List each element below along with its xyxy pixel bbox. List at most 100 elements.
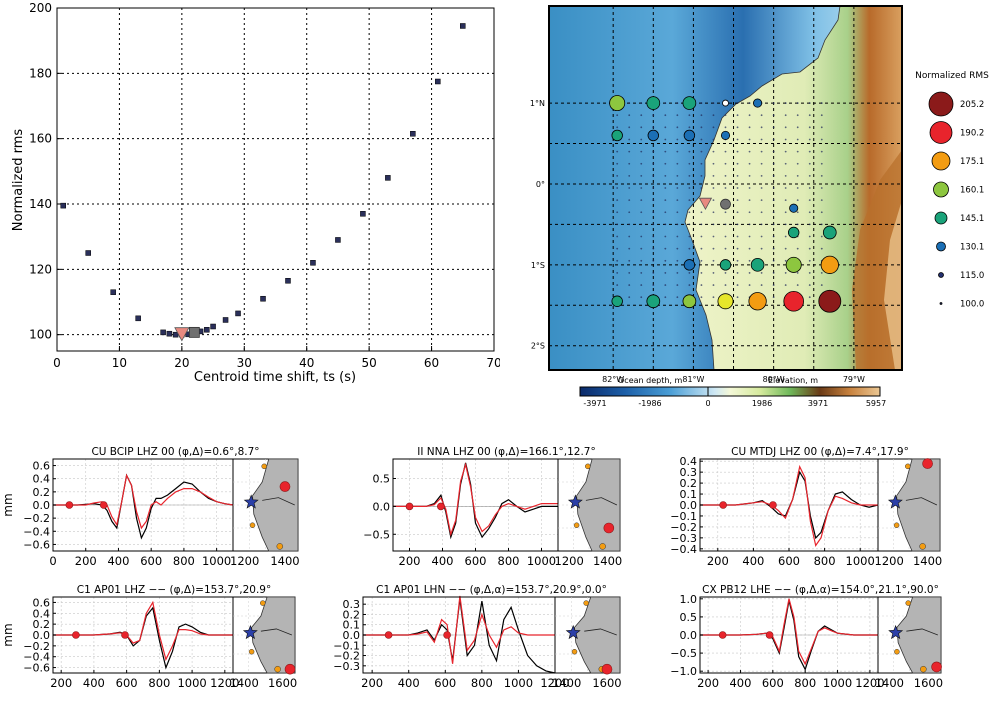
map-candidate-dot — [724, 235, 727, 238]
map-candidate-dot — [784, 138, 787, 141]
map-source-marker — [789, 203, 799, 213]
map-candidate-dot — [820, 211, 823, 214]
map-candidate-dot — [628, 126, 631, 129]
waveform-y-tick-label: 0.3 — [680, 466, 698, 479]
waveform-y-tick-label: 0.0 — [373, 500, 391, 513]
map-candidate-dot — [616, 114, 619, 117]
scatter-y-tick-label: 180 — [29, 66, 52, 80]
map-candidate-dot — [616, 162, 619, 165]
waveform-y-tick-label: −0.6 — [23, 662, 50, 675]
waveform-y-tick-label: 0.2 — [343, 608, 361, 621]
observed-waveform-line — [393, 462, 558, 540]
map-candidate-dot — [652, 211, 655, 214]
rms-legend-swatch — [928, 91, 954, 117]
map-candidate-dot — [820, 247, 823, 250]
map-candidate-dot — [616, 174, 619, 177]
waveform-panel: −0.6−0.4−0.20.00.20.40.6 200 400 600 800 1000… — [1, 584, 297, 690]
map-candidate-dot — [748, 259, 751, 262]
waveform-x-tick-label: 600 — [778, 554, 800, 568]
map-candidate-dot — [796, 199, 799, 202]
map-candidate-dot — [820, 102, 823, 104]
map-candidate-dot — [676, 272, 679, 274]
waveform-x-tick-label: 0 — [49, 554, 56, 568]
colorbar-elevation-label: Elevation, m — [768, 376, 818, 385]
map-candidate-dot — [664, 235, 667, 238]
colorbar-tick-label: 0 — [705, 399, 710, 408]
waveform-x-tick-label: 400 — [83, 676, 105, 690]
map-candidate-dot — [724, 114, 727, 117]
scatter-point — [385, 175, 391, 181]
map-candidate-dot — [628, 162, 631, 165]
map-candidate-dot — [700, 187, 703, 189]
inset-map-station — [919, 543, 926, 550]
inset-map-river — [262, 497, 295, 506]
waveform-panel: −0.3−0.2−0.10.00.10.20.3 200 400 600 800 1000… — [333, 584, 621, 690]
map-source-marker — [785, 256, 802, 273]
map-candidate-dot — [820, 284, 823, 286]
map-source-marker — [787, 226, 800, 239]
map-candidate-dot — [616, 247, 619, 250]
map-candidate-dot — [640, 150, 643, 153]
waveform-window-marker — [405, 502, 414, 511]
observed-waveform-line — [53, 606, 233, 670]
map-candidate-dot — [820, 223, 823, 226]
epicenter-star-icon — [243, 494, 259, 509]
map-candidate-dot — [748, 162, 751, 165]
map-source-marker — [822, 225, 837, 240]
map-candidate-dot — [808, 150, 811, 153]
inset-map-active-station — [931, 661, 942, 673]
waveform-y-tick-label: −0.4 — [23, 525, 50, 538]
waveform-title: CU MTDJ LHZ 00 (φ,Δ)=7.4°,17.9° — [731, 446, 909, 458]
map-candidate-dot — [784, 247, 787, 250]
map-candidate-dot — [676, 150, 679, 153]
map-candidate-dot — [724, 272, 727, 274]
waveform-y-tick-label: −0.2 — [333, 650, 360, 663]
scatter-point — [360, 211, 366, 217]
map-candidate-dot — [676, 199, 679, 202]
map-candidate-dot — [664, 102, 667, 104]
inset-map-x-tick-label: 1200 — [555, 554, 584, 568]
map-candidate-dot — [664, 199, 667, 202]
map-candidate-dot — [688, 174, 691, 177]
map-candidate-dot — [736, 187, 739, 189]
waveform-y-tick-label: 0.1 — [343, 619, 361, 632]
waveform-x-tick-label: 1200 — [210, 676, 239, 690]
map-source-marker — [783, 290, 804, 312]
map-source-marker — [683, 259, 696, 271]
map-candidate-dot — [808, 235, 811, 238]
map-candidate-dot — [616, 223, 619, 226]
map-lat-tick-label: 2°S — [531, 342, 545, 351]
map-candidate-dot — [772, 102, 775, 104]
map-candidate-dot — [712, 187, 715, 189]
scatter-point — [166, 330, 173, 337]
map-candidate-dot — [760, 162, 763, 165]
map-candidate-dot — [796, 211, 799, 214]
map-candidate-dot — [652, 284, 655, 286]
map-candidate-dot — [772, 247, 775, 250]
map-candidate-dot — [808, 259, 811, 262]
map-candidate-dot — [616, 272, 619, 274]
map-candidate-dot — [808, 162, 811, 165]
inset-map-station — [274, 665, 281, 673]
map-candidate-dot — [676, 235, 679, 238]
map-candidate-dot — [760, 223, 763, 226]
map-basemap — [549, 6, 902, 370]
map-candidate-dot — [616, 150, 619, 153]
map-candidate-dot — [772, 296, 775, 299]
map-candidate-dot — [676, 247, 679, 250]
waveform-x-tick-label: 800 — [814, 554, 836, 568]
map-source-marker — [646, 96, 661, 110]
map-candidate-dot — [736, 272, 739, 274]
waveform-x-tick-label: 400 — [729, 676, 751, 690]
map-candidate-dot — [772, 150, 775, 153]
map-candidate-dot — [796, 174, 799, 177]
waveform-window-marker — [718, 631, 727, 639]
scatter-point — [204, 327, 210, 333]
scatter-point — [160, 329, 166, 336]
map-candidate-dot — [676, 211, 679, 214]
map-lat-tick-label: 1°N — [530, 99, 545, 108]
inset-map-river — [584, 628, 617, 636]
map-candidate-dot — [676, 102, 679, 104]
map-lon-tick-label: 80°W — [763, 375, 785, 384]
map-candidate-dot — [736, 284, 739, 286]
